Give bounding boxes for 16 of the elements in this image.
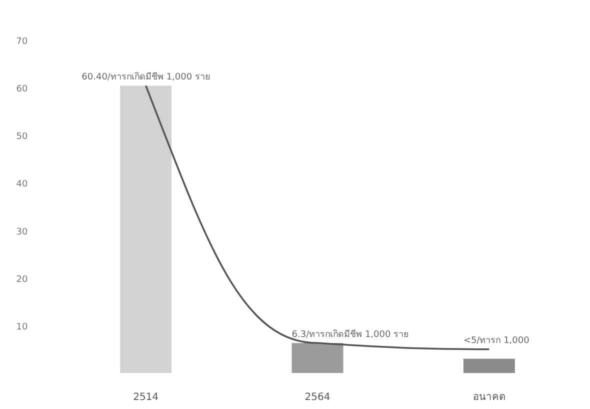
y-tick-label: 30 [16,227,28,238]
y-tick-label: 70 [16,37,28,47]
y-tick-label: 20 [16,274,28,285]
data-label: 6.3/ทารกเกิดมีชีพ 1,000 ราย [292,329,409,340]
data-label: <5/ทารก 1,000 [463,336,530,346]
y-tick-label: 40 [16,180,28,190]
y-tick-label: 10 [16,322,28,332]
x-tick-label: อนาคต [473,392,506,403]
bar [292,343,344,373]
x-tick-label: 2564 [304,392,330,403]
x-tick-label: 2514 [133,392,159,403]
y-tick-label: 50 [16,132,28,142]
bar [120,86,172,373]
y-tick-label: 60 [16,84,28,95]
data-label: 60.40/ทารกเกิดมีชีพ 1,000 ราย [82,72,210,83]
bar [463,358,515,373]
